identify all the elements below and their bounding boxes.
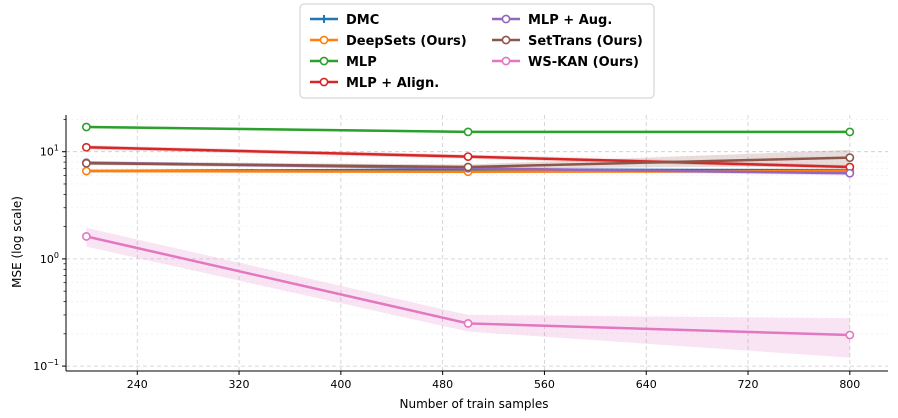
y-ticks: 10−1 100 101 (33, 119, 66, 373)
data-point (463, 152, 473, 162)
data-point (463, 127, 473, 137)
data-point (845, 168, 855, 178)
x-tick-label: 640 (636, 378, 657, 391)
data-point (81, 166, 91, 176)
legend-label: MLP + Align. (346, 76, 439, 91)
data-point (845, 153, 855, 163)
legend-marker (501, 56, 511, 66)
y-tick-label: 10−1 (33, 358, 59, 373)
x-tick-label: 480 (432, 378, 453, 391)
x-axis-label: Number of train samples (399, 397, 548, 411)
x-tick-label: 800 (839, 378, 860, 391)
legend-marker (501, 35, 511, 45)
legend-marker (319, 35, 329, 45)
series-markers (81, 122, 855, 340)
data-point (81, 158, 91, 168)
legend-label: WS-KAN (Ours) (528, 55, 639, 70)
y-tick-label: 100 (40, 251, 59, 266)
legend-label: DeepSets (Ours) (346, 34, 467, 49)
x-tick-label: 240 (127, 378, 148, 391)
data-point (81, 232, 91, 241)
x-tick-label: 560 (534, 378, 555, 391)
x-tick-label: 720 (738, 378, 759, 391)
data-point (845, 127, 855, 137)
legend-marker (319, 77, 329, 87)
data-point (845, 330, 855, 340)
data-point (81, 142, 91, 152)
data-point (81, 122, 91, 132)
x-ticks: 240 320 400 480 560 640 720 800 (127, 371, 860, 391)
x-tick-label: 320 (229, 378, 250, 391)
legend-label: MLP + Aug. (528, 13, 612, 28)
y-axis-label: MSE (log scale) (10, 196, 24, 288)
axes (65, 115, 888, 372)
x-tick-label: 400 (330, 378, 351, 391)
data-point (463, 162, 473, 172)
legend-label: SetTrans (Ours) (528, 34, 643, 49)
legend-label: MLP (346, 55, 377, 70)
legend-marker (319, 56, 329, 66)
legend: DMC DeepSets (Ours) MLP MLP + Align. MLP + A… (299, 3, 655, 99)
data-point (463, 319, 473, 328)
y-tick-label: 101 (40, 144, 59, 159)
legend-label: DMC (346, 13, 379, 28)
legend-marker (501, 14, 511, 24)
legend-box (299, 3, 655, 99)
error-band (86, 227, 850, 358)
